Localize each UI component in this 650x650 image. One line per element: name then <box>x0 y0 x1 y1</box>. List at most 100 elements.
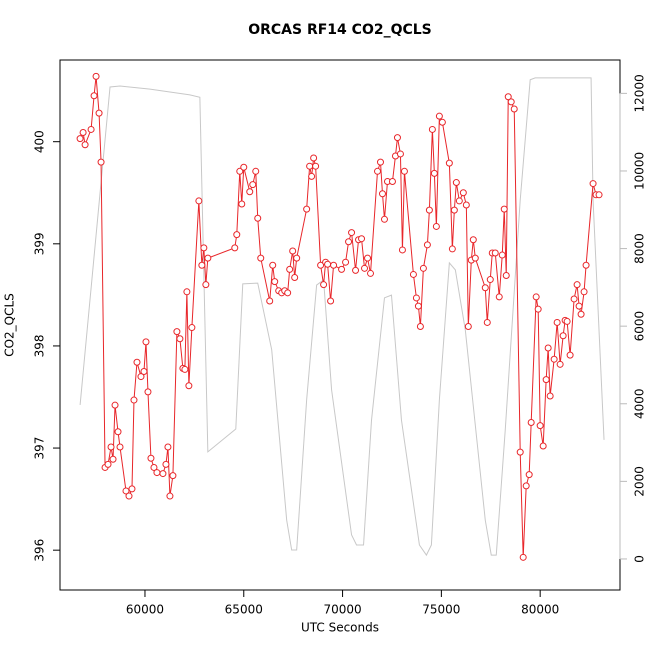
data-point <box>291 274 299 282</box>
data-point <box>173 328 181 336</box>
data-point <box>589 180 597 188</box>
data-point <box>398 246 406 254</box>
data-point <box>327 297 335 305</box>
data-point <box>249 181 257 189</box>
data-point <box>367 269 375 277</box>
data-point <box>144 388 152 396</box>
data-point <box>507 98 515 106</box>
data-point <box>348 229 356 237</box>
data-point <box>188 324 196 332</box>
data-point <box>491 249 499 257</box>
data-point <box>450 206 458 214</box>
data-point <box>481 284 489 292</box>
data-point <box>142 338 150 346</box>
data-point <box>159 470 167 478</box>
data-point <box>556 360 564 368</box>
data-point <box>396 150 404 158</box>
data-point <box>293 254 301 262</box>
data-point <box>516 448 524 456</box>
data-point <box>452 179 460 187</box>
data-point <box>320 281 328 289</box>
data-point <box>162 460 170 468</box>
y2-tick-label: 10000 <box>633 152 647 190</box>
data-point <box>324 260 332 268</box>
data-point <box>137 373 145 381</box>
data-point <box>455 197 463 205</box>
data-point <box>358 235 366 243</box>
data-point <box>364 254 372 262</box>
data-point <box>345 238 353 246</box>
x-tick-label: 80000 <box>521 603 559 617</box>
data-point <box>464 323 472 331</box>
data-point <box>231 244 239 252</box>
data-point <box>534 305 542 313</box>
data-point <box>544 344 552 352</box>
y2-tick-label: 2000 <box>633 466 647 497</box>
data-point <box>200 244 208 252</box>
data-point <box>469 236 477 244</box>
data-point <box>238 200 246 208</box>
data-point <box>536 422 544 430</box>
data-point <box>435 112 443 120</box>
data-point <box>500 205 508 213</box>
data-point <box>595 191 603 199</box>
data-point <box>459 189 467 197</box>
y-tick-label: 399 <box>33 232 47 255</box>
data-point <box>312 162 320 170</box>
data-point <box>542 376 550 384</box>
data-point <box>425 206 433 214</box>
data-point <box>423 241 431 249</box>
data-point <box>553 318 561 326</box>
data-point <box>147 454 155 462</box>
data-point <box>393 134 401 142</box>
data-point <box>111 401 119 409</box>
y-axis-label: CO2_QCLS <box>3 293 17 357</box>
data-point <box>317 261 325 269</box>
data-point <box>532 293 540 301</box>
data-point <box>97 158 105 166</box>
data-point <box>164 443 172 451</box>
data-point <box>519 553 527 561</box>
data-point <box>527 419 535 427</box>
data-point <box>246 188 254 196</box>
data-point <box>498 251 506 259</box>
x-tick-label: 75000 <box>422 603 460 617</box>
x-axis-label: UTC Seconds <box>301 621 379 635</box>
data-point <box>95 109 103 117</box>
data-point <box>342 258 350 266</box>
data-point <box>240 163 248 171</box>
x-tick-label: 60000 <box>126 603 164 617</box>
data-point <box>109 455 117 463</box>
data-point <box>92 72 100 80</box>
data-point <box>352 266 360 274</box>
data-point <box>563 317 571 325</box>
data-point <box>306 162 314 170</box>
data-point <box>308 172 316 180</box>
data-point <box>409 270 417 278</box>
data-point <box>416 323 424 331</box>
data-point <box>284 289 292 297</box>
series-line <box>79 77 605 557</box>
data-point <box>116 443 124 451</box>
data-point <box>286 265 294 273</box>
data-point <box>432 222 440 230</box>
data-point <box>181 365 189 373</box>
data-point <box>504 93 512 101</box>
data-point <box>266 297 274 305</box>
data-point <box>79 129 87 137</box>
x-tick-label: 65000 <box>225 603 263 617</box>
data-point <box>378 190 386 198</box>
data-point <box>303 205 311 213</box>
data-point <box>198 261 206 269</box>
data-point <box>104 460 112 468</box>
data-point <box>153 469 161 477</box>
data-point <box>376 158 384 166</box>
data-point <box>289 247 297 255</box>
data-point <box>539 442 547 450</box>
data-point <box>486 276 494 284</box>
data-point <box>338 265 346 273</box>
data-point <box>430 169 438 177</box>
data-point <box>400 167 408 175</box>
data-point <box>233 231 241 239</box>
y2-tick-label: 12000 <box>633 74 647 112</box>
